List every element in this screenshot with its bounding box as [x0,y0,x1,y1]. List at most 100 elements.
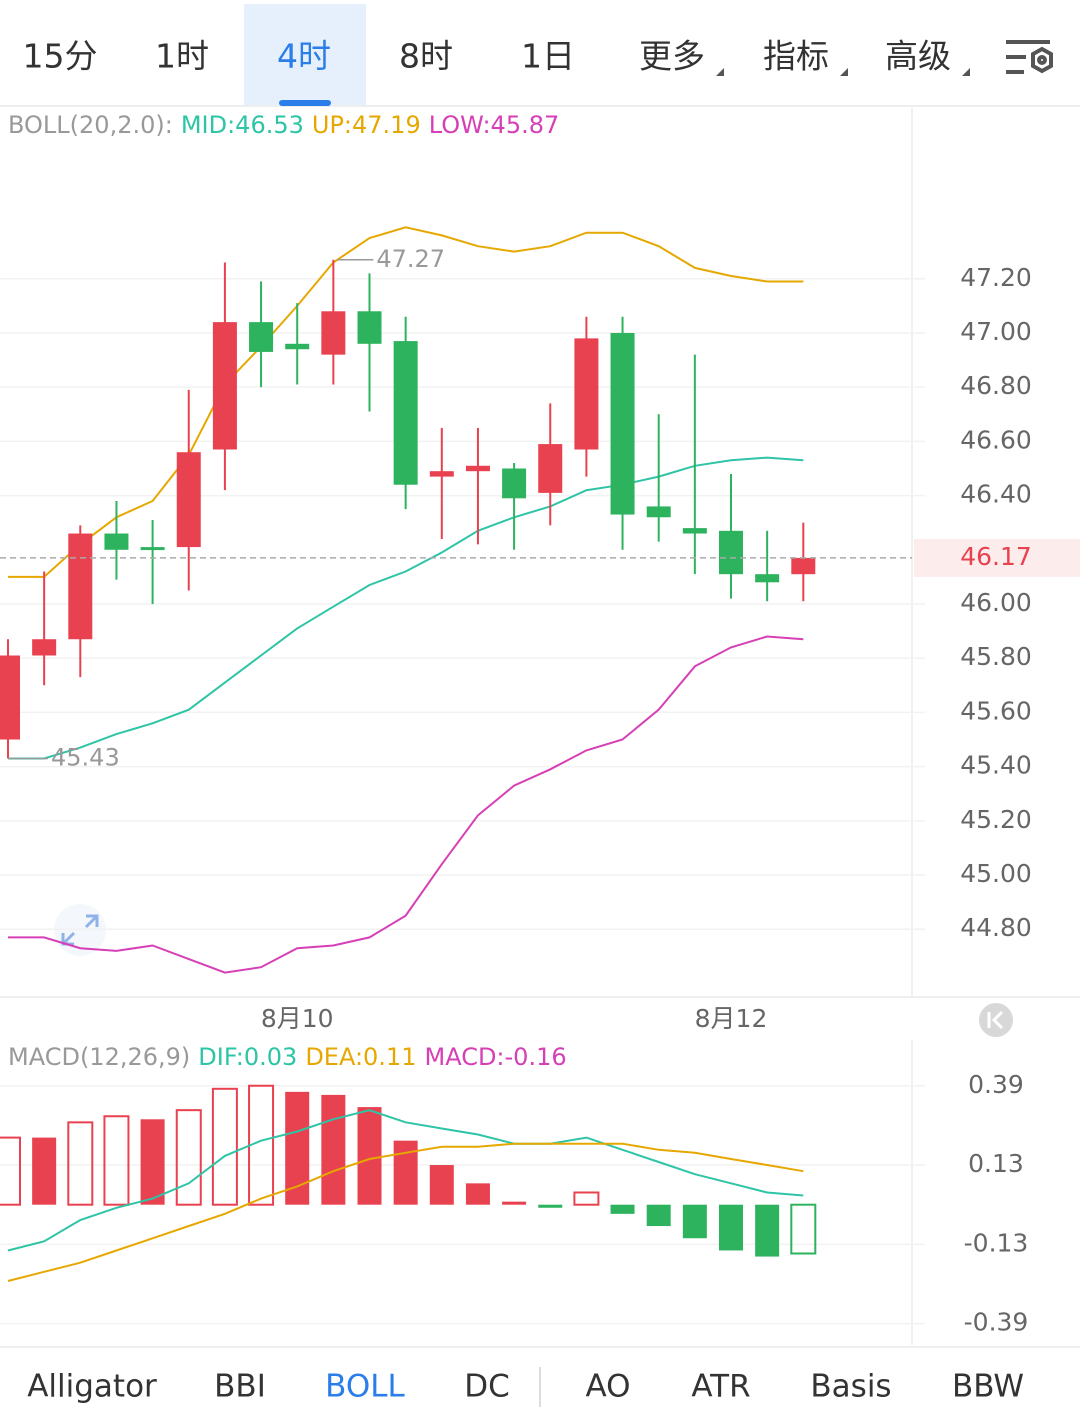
plot [0,1084,817,1282]
legend-entry: LOW:45.87 [429,111,560,139]
y-tick-label: 0.39 [968,1070,1024,1099]
y-tick-label: 46.00 [960,588,1032,617]
legend: BOLL(20,2.0): MID:46.53 UP:47.19 LOW:45.87 [8,111,559,139]
selected-tab-indicator [279,100,331,106]
macd-bar [719,1204,743,1251]
legend-entry: DEA:0.11 [305,1043,416,1071]
y-tick-label: 44.80 [960,913,1032,942]
legend-entry: UP:47.19 [312,111,421,139]
reset-button[interactable] [979,1003,1013,1037]
tab[interactable]: 1时 [155,37,209,76]
x-tick-label: 8月12 [695,1004,768,1033]
tab[interactable]: 1日 [521,37,575,76]
dropdown-caret [716,68,724,76]
y-tick-label: 46.80 [960,371,1032,400]
settings-icon[interactable] [1006,40,1053,74]
y-tick-label: 45.00 [960,859,1032,888]
macd-bar [755,1204,780,1257]
indicator-tab[interactable]: AO [585,1369,630,1405]
indicator-label: MACD(12,26,9) [8,1043,190,1071]
indicator-line [7,1109,804,1252]
legend-entry: DIF:0.03 [198,1043,297,1071]
candle-body [393,341,418,485]
y-tick-label: 45.60 [960,696,1032,725]
candle-body [249,322,274,352]
macd-bar [682,1204,707,1239]
macd-bar [32,1137,57,1205]
macd-bar [502,1201,527,1205]
indicator-tab[interactable]: Alligator [27,1369,157,1405]
candle-body [0,655,20,740]
indicator-tab[interactable]: Basis [810,1369,891,1405]
dropdown-caret [840,68,848,76]
candle-body [321,311,346,355]
y-tick-label: 45.20 [960,805,1032,834]
candle-body [357,311,382,344]
macd-bar [429,1165,454,1205]
legend: MACD(12,26,9) DIF:0.03 DEA:0.11 MACD:-0.16 [8,1043,567,1071]
tab[interactable]: 指标 [763,37,829,76]
y-tick-label: 46.40 [960,480,1032,509]
macd-bar [175,1109,202,1206]
candle-body [104,533,129,550]
macd-bar [140,1119,165,1205]
candle-body [791,557,816,575]
macd-bar [357,1107,382,1205]
indicator-tab[interactable]: DC [464,1369,510,1405]
tab[interactable]: 8时 [399,37,453,76]
candle-body [68,533,93,640]
indicator-line [8,635,804,974]
last-price-label: 46.17 [960,542,1032,571]
candle-body [465,465,490,472]
indicator-tab[interactable]: BBW [952,1369,1024,1405]
candle-body [502,468,527,499]
candle-body [285,343,310,350]
dropdown-caret [962,68,970,76]
tab[interactable]: 高级 [885,37,951,76]
max-label: 47.27 [376,245,445,273]
candle-body [646,506,671,518]
candle-body [682,528,707,534]
candle-body [574,338,599,450]
macd-bar [646,1204,671,1227]
expand-icon[interactable] [54,904,106,956]
indicator-tab[interactable]: BBI [214,1369,266,1405]
plot [0,226,816,974]
indicator-tab[interactable]: BOLL [325,1369,405,1405]
selected-tab-bg [244,4,366,105]
indicator-line [7,1142,804,1282]
macd-bar [103,1115,130,1206]
candle-body [176,452,201,548]
macd-bar [573,1191,600,1206]
last-price-bg [914,538,1080,577]
y-tick-label: 47.20 [960,263,1032,292]
macd-bar [285,1091,310,1205]
macd-bar [321,1094,346,1205]
indicator-line [8,226,804,578]
macd-bar [393,1140,418,1205]
macd-bar [538,1204,563,1208]
macd-bar [0,1136,21,1206]
candle-body [429,471,454,477]
macd-bar [211,1087,238,1206]
x-tick-label: 8月10 [261,1004,334,1033]
tab[interactable]: 更多 [639,37,705,76]
candle-body [719,530,743,575]
candle-body [538,444,563,493]
macd-bar [790,1203,817,1255]
indicator-tab[interactable]: ATR [691,1369,750,1405]
macd-bar [67,1121,94,1206]
min-label: 45.43 [51,743,120,771]
tab[interactable]: 4时 [277,37,331,76]
candle-body [755,574,780,583]
indicator-label: BOLL(20,2.0): [8,111,173,139]
tab[interactable]: 15分 [23,37,98,76]
candle-body [32,639,57,656]
y-tick-label: 47.00 [960,317,1032,346]
macd-bar [465,1183,490,1205]
candle-body [140,547,165,551]
y-tick-label: 0.13 [968,1149,1024,1178]
